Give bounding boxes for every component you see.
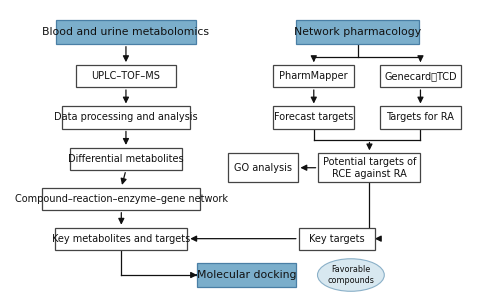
FancyBboxPatch shape — [273, 65, 354, 87]
Text: Differential metabolites: Differential metabolites — [68, 154, 184, 164]
Text: Key metabolites and targets: Key metabolites and targets — [52, 234, 190, 244]
FancyBboxPatch shape — [273, 106, 354, 129]
Text: Data processing and analysis: Data processing and analysis — [54, 113, 198, 122]
FancyBboxPatch shape — [318, 153, 420, 182]
FancyBboxPatch shape — [62, 106, 190, 129]
FancyBboxPatch shape — [70, 148, 182, 170]
Text: Potential targets of
RCE against RA: Potential targets of RCE against RA — [323, 157, 416, 179]
FancyBboxPatch shape — [42, 188, 200, 210]
Text: GO analysis: GO analysis — [234, 163, 292, 173]
Ellipse shape — [318, 259, 384, 291]
FancyBboxPatch shape — [56, 20, 196, 44]
FancyBboxPatch shape — [76, 65, 176, 87]
Text: Favorable
compounds: Favorable compounds — [328, 265, 374, 285]
Text: Key targets: Key targets — [309, 234, 365, 244]
Text: Blood and urine metabolomics: Blood and urine metabolomics — [42, 27, 209, 37]
Text: Compound–reaction–enzyme–gene network: Compound–reaction–enzyme–gene network — [15, 194, 228, 204]
Text: PharmMapper: PharmMapper — [280, 71, 348, 81]
Text: Molecular docking: Molecular docking — [197, 270, 296, 280]
FancyBboxPatch shape — [380, 106, 461, 129]
Text: Forecast targets: Forecast targets — [274, 113, 353, 122]
FancyBboxPatch shape — [380, 65, 461, 87]
FancyBboxPatch shape — [228, 153, 298, 182]
Text: UPLC–TOF–MS: UPLC–TOF–MS — [92, 71, 160, 81]
FancyBboxPatch shape — [55, 228, 188, 250]
FancyBboxPatch shape — [296, 20, 420, 44]
Text: Targets for RA: Targets for RA — [386, 113, 454, 122]
FancyBboxPatch shape — [196, 263, 296, 287]
Text: Network pharmacology: Network pharmacology — [294, 27, 422, 37]
FancyBboxPatch shape — [298, 228, 375, 250]
Text: Genecard、TCD: Genecard、TCD — [384, 71, 457, 81]
